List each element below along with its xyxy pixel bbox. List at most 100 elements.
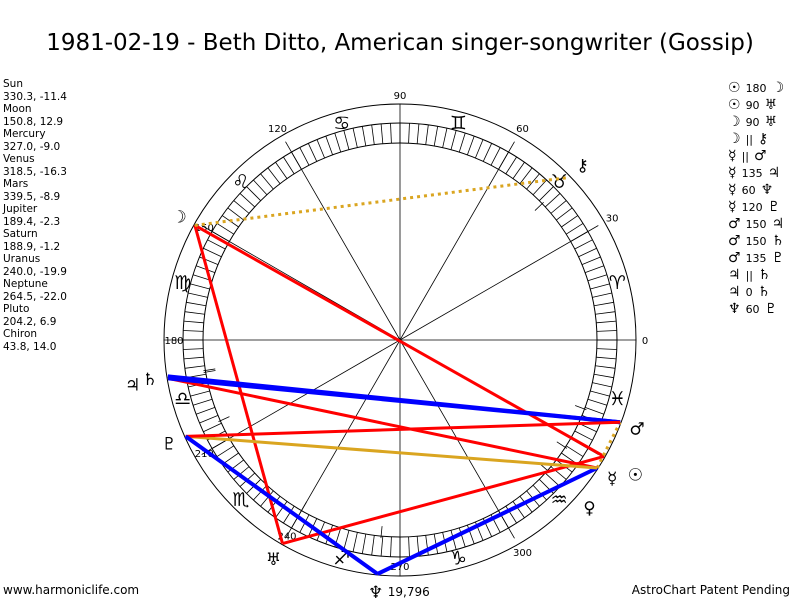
degree-tick bbox=[253, 179, 268, 196]
degree-tick bbox=[596, 330, 617, 332]
aspect-row: ♂︎ 150 ♄︎ bbox=[728, 233, 784, 250]
degree-tick bbox=[450, 130, 457, 150]
degree-tick bbox=[595, 365, 616, 369]
house-cusp-line bbox=[285, 141, 401, 341]
degree-tick bbox=[565, 445, 584, 457]
zodiac-sign-icon: ♉︎ bbox=[551, 171, 568, 193]
zodiac-sign-icon: ♌︎ bbox=[232, 171, 249, 193]
degree-tick bbox=[275, 501, 288, 518]
planet-glyph-icon: ☿︎ bbox=[728, 165, 737, 181]
planet-glyph-icon: ♅︎ bbox=[764, 97, 778, 113]
degree-tick bbox=[587, 398, 608, 406]
degree-tick bbox=[186, 301, 207, 307]
house-cusp-line bbox=[399, 141, 515, 341]
degree-tick bbox=[596, 356, 617, 360]
planet-name: Jupiter bbox=[3, 203, 38, 215]
planet-glyph-icon: ⚷︎ bbox=[757, 131, 769, 147]
degree-tick bbox=[556, 207, 573, 221]
degree-tick bbox=[408, 536, 410, 557]
planet-glyph-icon: ♇︎ bbox=[771, 250, 785, 266]
aspect-line bbox=[194, 224, 605, 458]
zodiac-sign-icon: ♋︎ bbox=[333, 113, 350, 135]
planet-coords: 330.3, -11.4 bbox=[3, 90, 67, 103]
aspect-type: 150 bbox=[745, 218, 767, 231]
degree-tick bbox=[316, 139, 325, 159]
degree-tick bbox=[352, 128, 358, 148]
degree-tick bbox=[352, 532, 358, 552]
degree-label: 180 bbox=[164, 336, 183, 347]
zodiac-sign-icon: ♊︎ bbox=[450, 113, 467, 135]
degree-tick bbox=[371, 535, 375, 556]
degree-tick bbox=[544, 472, 561, 487]
degree-tick bbox=[267, 496, 281, 513]
planet-glyph-icon: ☿︎ bbox=[728, 199, 737, 215]
planet-coords: 204.2, 6.9 bbox=[3, 315, 57, 328]
aspect-type: 135 bbox=[745, 252, 767, 265]
aspect-type: 90 bbox=[745, 99, 760, 112]
degree-tick bbox=[596, 348, 617, 350]
planet-tick bbox=[534, 201, 544, 211]
aspect-row: ♃︎ || ♄︎ bbox=[728, 267, 784, 284]
degree-tick bbox=[184, 311, 205, 315]
degree-tick bbox=[539, 186, 554, 201]
degree-tick bbox=[190, 283, 210, 290]
zodiac-sign-icon: ♏︎ bbox=[232, 489, 249, 511]
planet-glyph-icon: ♇︎ bbox=[764, 301, 778, 317]
planet-tick bbox=[203, 370, 216, 373]
planet-glyph-icon: ♄︎ bbox=[771, 233, 785, 249]
degree-tick bbox=[512, 162, 525, 179]
website-link[interactable]: www.harmoniclife.com bbox=[3, 583, 140, 597]
degree-tick bbox=[561, 215, 578, 228]
degree-tick bbox=[199, 256, 219, 265]
planet-pluto-icon: ♇︎ bbox=[162, 435, 177, 455]
degree-tick bbox=[361, 126, 367, 147]
degree-tick bbox=[490, 147, 501, 166]
planet-glyph-icon: ♂︎ bbox=[728, 216, 741, 232]
degree-label: 60 bbox=[516, 124, 529, 135]
aspect-row: ♂︎ 150 ♃︎ bbox=[728, 216, 784, 233]
planet-glyph-icon: ♂︎ bbox=[728, 250, 741, 266]
degree-tick bbox=[275, 162, 288, 179]
planet-glyph-icon: ♄︎ bbox=[757, 267, 771, 283]
degree-tick bbox=[334, 132, 342, 153]
chart-title: 1981-02-19 - Beth Ditto, American singer… bbox=[46, 30, 754, 56]
degree-tick bbox=[581, 256, 601, 265]
degree-tick bbox=[283, 505, 295, 524]
aspect-type: 120 bbox=[741, 201, 763, 214]
planet-glyph-icon: ☉︎ bbox=[728, 80, 741, 96]
degree-tick bbox=[188, 292, 208, 298]
planet-mercury-icon: ☿︎ bbox=[607, 469, 617, 489]
zodiac-sign-icon: ♑︎ bbox=[450, 547, 467, 569]
degree-label: 210 bbox=[195, 449, 214, 460]
planet-glyph-icon: ☿︎ bbox=[728, 148, 737, 164]
degree-tick bbox=[199, 415, 219, 424]
degree-tick bbox=[390, 123, 392, 144]
degree-tick bbox=[433, 126, 439, 147]
aspect-row: ☉︎ 180 ☽︎ bbox=[728, 80, 784, 97]
planet-coords: 150.8, 12.9 bbox=[3, 115, 64, 128]
planet-name: Sun bbox=[3, 78, 23, 90]
degree-tick bbox=[260, 490, 274, 507]
aspect-line bbox=[194, 175, 570, 227]
planet-glyph-icon: ♃︎ bbox=[771, 216, 785, 232]
aspect-row: ♆︎ 60 ♇︎ bbox=[728, 301, 784, 318]
degree-tick bbox=[203, 422, 222, 433]
degree-tick bbox=[593, 373, 614, 379]
planet-glyph-icon: ♆︎ bbox=[760, 182, 774, 198]
degree-label: 30 bbox=[606, 214, 619, 225]
degree-tick bbox=[565, 223, 584, 235]
aspect-line bbox=[595, 421, 622, 469]
zodiac-sign-icon: ♎︎ bbox=[174, 388, 191, 410]
degree-tick bbox=[574, 239, 593, 250]
planet-name: Venus bbox=[3, 153, 35, 165]
degree-tick bbox=[371, 124, 375, 145]
planet-glyph-icon: ☽︎ bbox=[728, 114, 741, 130]
planet-glyph-icon: ♂︎ bbox=[754, 148, 767, 164]
degree-tick bbox=[216, 223, 235, 235]
aspect-line bbox=[184, 434, 379, 576]
aspect-list: ☉︎ 180 ☽︎ ☉︎ 90 ♅︎ ☽︎ 90 ♅︎ ☽︎ || ⚷︎ ☿︎ || ♂︎ ☿︎ 135 ♃︎ ☿︎… bbox=[728, 80, 784, 318]
degree-tick bbox=[246, 186, 261, 201]
degree-tick bbox=[584, 265, 605, 273]
degree-tick bbox=[343, 530, 350, 550]
